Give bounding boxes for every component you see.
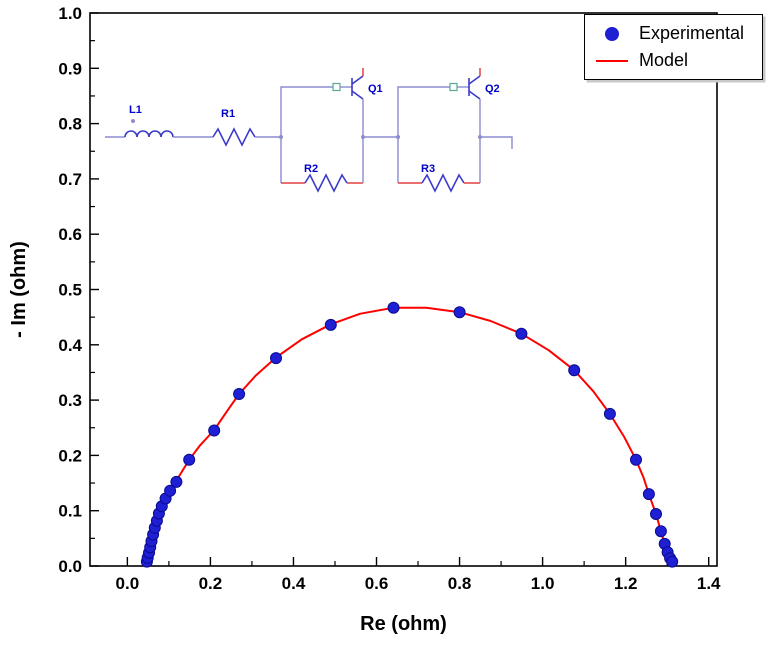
experimental-point	[630, 453, 642, 466]
y-tick-label: 0.8	[58, 115, 82, 134]
legend-label-experimental: Experimental	[638, 23, 744, 43]
resistor-R1-icon	[212, 127, 256, 147]
x-tick-label: 0.0	[116, 574, 140, 593]
experimental-point	[170, 475, 183, 488]
experimental-point	[642, 488, 655, 501]
experimental-point	[603, 407, 616, 420]
y-tick-label: 0.5	[58, 281, 82, 300]
legend-key	[595, 59, 629, 62]
experimental-points-series	[140, 301, 679, 568]
experimental-point	[324, 318, 337, 331]
cpe-Q1-icon	[351, 75, 364, 85]
experimental-point	[183, 453, 196, 466]
legend-entry-model: Model	[595, 50, 744, 71]
y-axis-title: - Im (ohm)	[7, 241, 30, 338]
y-tick-label: 0.1	[58, 502, 82, 521]
x-tick-label: 1.2	[614, 574, 638, 593]
experimental-point	[208, 424, 221, 437]
x-tick-label: 1.0	[531, 574, 555, 593]
legend-key	[595, 26, 629, 41]
resistor-R3-label: R3	[421, 163, 435, 175]
model-line-icon	[595, 59, 628, 62]
resistor-R2-icon	[304, 173, 348, 193]
experimental-point	[233, 388, 246, 400]
legend-entry-experimental: Experimental	[595, 23, 744, 44]
wire	[397, 86, 450, 137]
node-dot	[279, 135, 283, 139]
cpe-Q1-icon	[351, 90, 364, 100]
cpe-Q2-icon	[468, 75, 481, 85]
experimental-point	[387, 301, 400, 314]
inductor-L1-label: L1	[129, 104, 142, 116]
y-tick-label: 0.6	[58, 225, 82, 244]
y-tick-label: 1.0	[58, 4, 82, 23]
cpe-Q2-icon	[468, 90, 481, 100]
experimental-point	[650, 508, 662, 520]
node-dot	[396, 135, 400, 139]
experimental-point	[270, 352, 282, 365]
cpe-Q1-label: Q1	[368, 83, 383, 95]
resistor-R3-icon	[421, 173, 465, 193]
legend: Experimental Model	[583, 14, 763, 80]
experimental-point	[453, 306, 466, 319]
resistor-R1-label: R1	[221, 108, 235, 120]
experimental-point	[164, 484, 177, 497]
output-wire	[480, 136, 513, 149]
resistor-R2-label: R2	[304, 163, 318, 175]
experimental-point	[654, 525, 667, 538]
x-axis-title: Re (ohm)	[360, 613, 447, 635]
y-tick-label: 0.2	[58, 446, 82, 465]
legend-label-model: Model	[638, 50, 688, 70]
plot-frame	[89, 12, 718, 567]
experimental-point	[666, 555, 679, 568]
y-axis-title-wrap: - Im (ohm)	[2, 13, 36, 566]
experimental-point	[515, 327, 528, 340]
y-tick-label: 0.9	[58, 59, 82, 78]
experimental-marker-icon	[604, 26, 619, 41]
model-line-series	[145, 306, 674, 567]
cpe-base-square-icon	[449, 82, 458, 92]
wire	[280, 86, 333, 137]
y-tick-label: 0.3	[58, 391, 82, 410]
inductor-L1-icon	[124, 130, 174, 138]
y-tick-label: 0.7	[58, 170, 82, 189]
x-tick-label: 1.4	[697, 574, 721, 593]
y-tick-label: 0.0	[58, 557, 82, 576]
y-tick-label: 0.4	[58, 336, 82, 355]
x-tick-label: 0.8	[448, 574, 472, 593]
x-tick-label: 0.4	[282, 574, 306, 593]
x-tick-label: 0.2	[199, 574, 223, 593]
cpe-base-square-icon	[332, 82, 341, 92]
equivalent-circuit-inset: L1 R1 Q1 R2	[105, 68, 513, 193]
x-tick-label: 0.6	[365, 574, 389, 593]
experimental-point	[568, 364, 581, 377]
model-line	[145, 306, 674, 567]
axes: 0.0 0.2 0.4 0.6 0.8 1.0 1.2 1.4 0.0 0.1 0.2 0.3 0.4 0…	[58, 4, 721, 593]
cpe-Q2-label: Q2	[485, 83, 500, 95]
node-dot	[131, 119, 135, 123]
